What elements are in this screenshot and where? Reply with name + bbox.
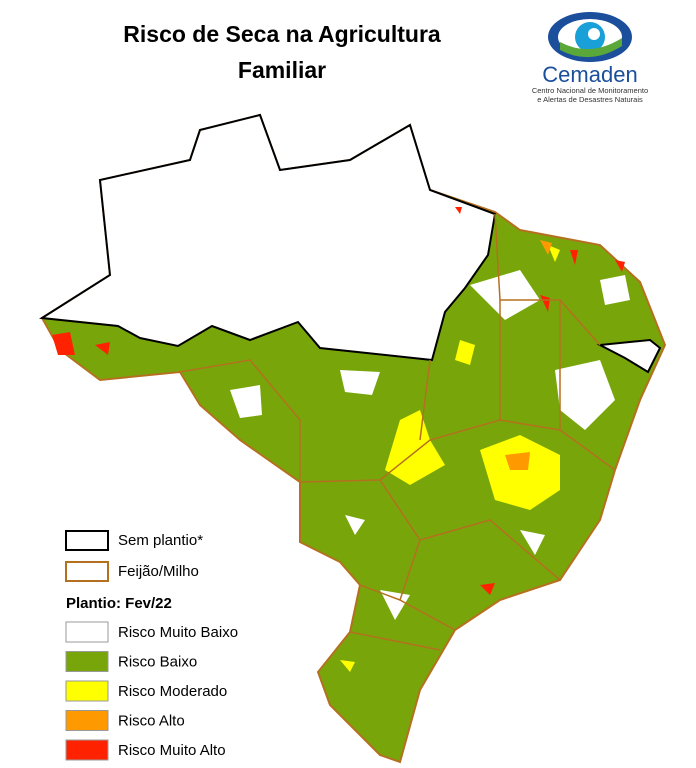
logo-subtitle: e Alertas de Desastres Naturais — [537, 95, 643, 104]
legend: Plantio: Fev/22 Sem plantio* Feijão/Milho… — [65, 530, 238, 761]
legend-label: Risco Alto — [118, 712, 185, 729]
logo-name: Cemaden — [542, 62, 637, 87]
logo-subtitle: Centro Nacional de Monitoramento — [532, 86, 648, 95]
legend-swatch — [65, 561, 109, 582]
legend-swatch — [65, 530, 109, 551]
map — [39, 113, 667, 764]
legend-label: Sem plantio* — [118, 532, 203, 549]
legend-label: Risco Moderado — [118, 683, 227, 700]
legend-label: Risco Muito Alto — [118, 742, 226, 759]
legend-swatch — [65, 621, 109, 643]
legend-label: Risco Baixo — [118, 653, 197, 670]
legend-label: Feijão/Milho — [118, 563, 199, 580]
title-line: Familiar — [238, 57, 326, 83]
legend-swatch — [65, 710, 109, 731]
legend-swatch — [65, 680, 109, 702]
title-line: Risco de Seca na Agricultura — [123, 21, 441, 47]
legend-swatch — [65, 651, 109, 672]
legend-swatch — [65, 739, 109, 761]
legend-label: Risco Muito Baixo — [118, 624, 238, 641]
legend-heading: Plantio: Fev/22 — [66, 595, 172, 612]
logo: Cemaden Centro Nacional de Monitoramento… — [532, 12, 648, 104]
